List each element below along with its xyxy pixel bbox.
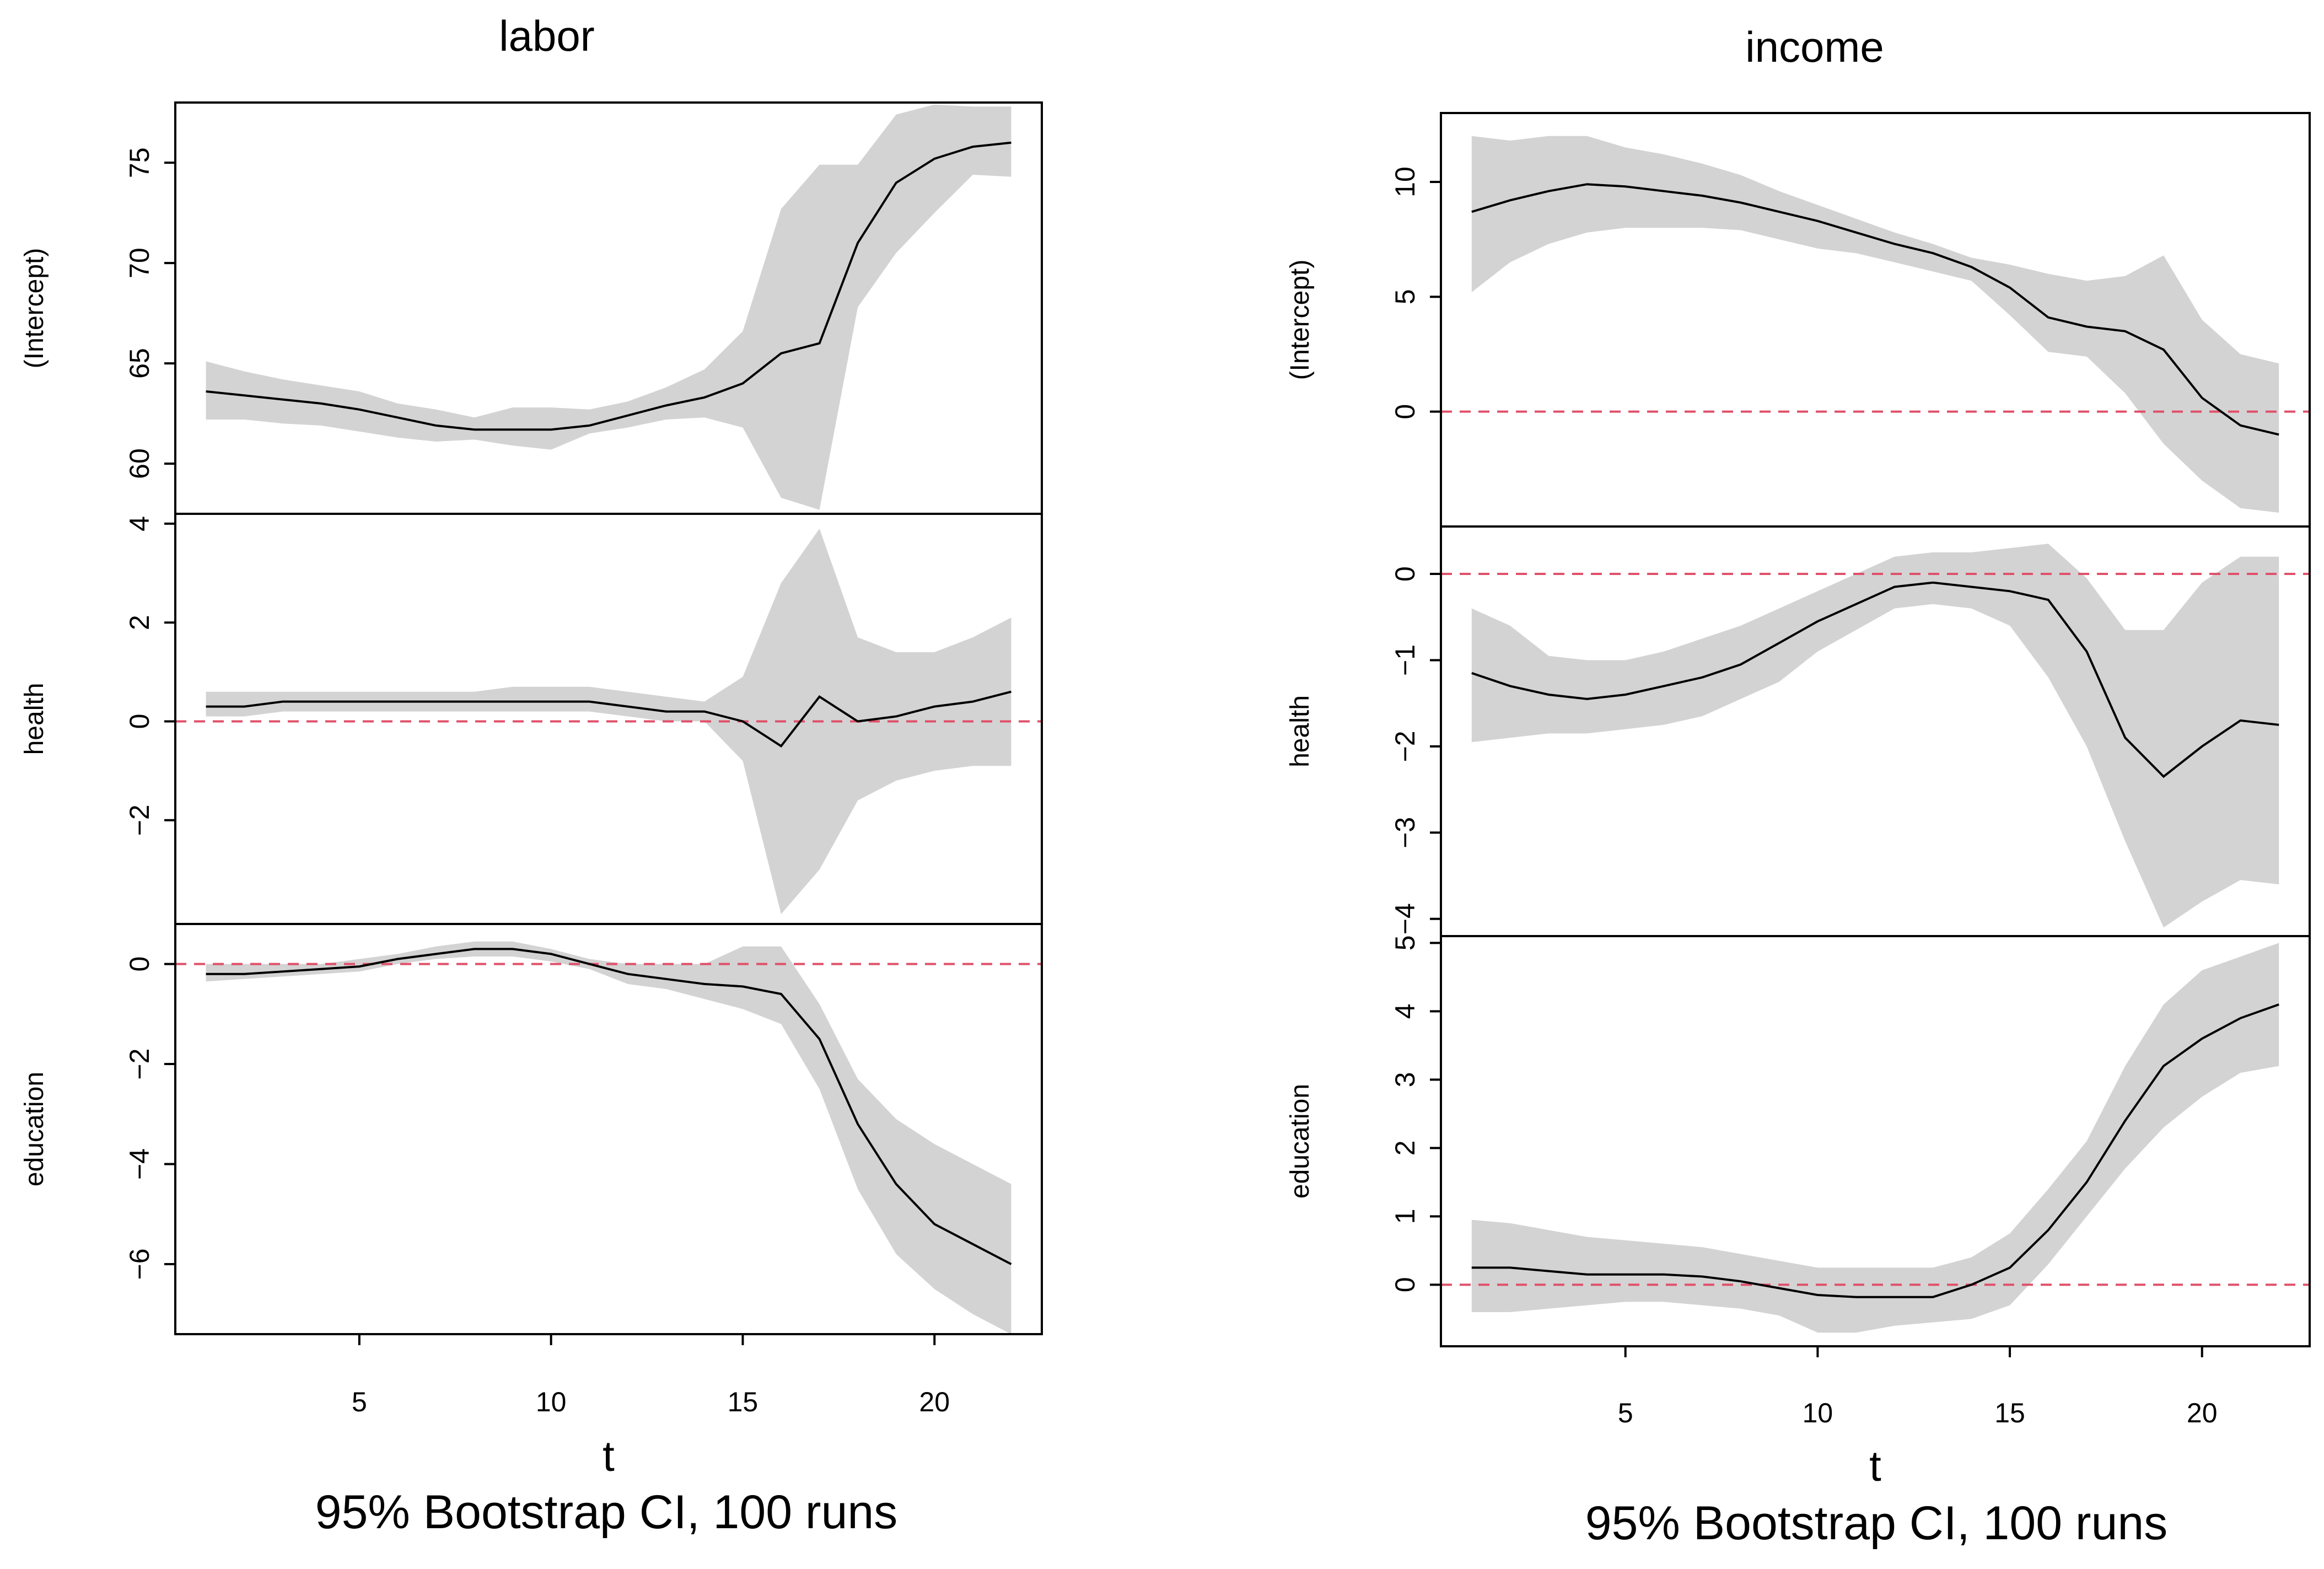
y-tick-label: −1 xyxy=(1390,644,1421,676)
y-tick-label: 4 xyxy=(124,516,155,531)
chart-subtitle: 95% Bootstrap CI, 100 runs xyxy=(315,1486,897,1539)
y-tick-label: −2 xyxy=(1390,730,1421,762)
panel-health: 0 −1 −2 −3 −4 health xyxy=(1285,525,2311,937)
x-axis-label: t xyxy=(602,1432,615,1480)
panel-intercept: 60 65 70 75 (Intercept) xyxy=(20,101,1043,515)
y-axis-label: (Intercept) xyxy=(1285,260,1315,380)
y-tick-label: 4 xyxy=(1390,1003,1421,1019)
confidence-band xyxy=(1471,136,2279,513)
chart-title: labor xyxy=(499,12,594,60)
y-tick-label: 0 xyxy=(1390,1277,1421,1292)
panel-frame xyxy=(174,923,1043,1335)
chart-title: income xyxy=(1745,23,1884,71)
panel-education: 0 −2 −4 −6 education xyxy=(20,923,1043,1335)
x-tick-label: 15 xyxy=(728,1387,758,1417)
y-tick-label: 2 xyxy=(1390,1140,1421,1156)
y-tick-label: 0 xyxy=(124,714,155,729)
x-tick-label: 10 xyxy=(1803,1398,1833,1428)
y-tick-label: 70 xyxy=(124,248,155,278)
y-tick-label: 75 xyxy=(124,147,155,178)
x-tick-label: 5 xyxy=(1618,1398,1633,1428)
estimate-line xyxy=(206,141,1012,431)
confidence-band xyxy=(1471,943,2279,1333)
y-tick-label: −4 xyxy=(1390,903,1421,934)
y-tick-label: 10 xyxy=(1390,166,1421,197)
y-tick-label: 5 xyxy=(1390,289,1421,304)
y-tick-label: 2 xyxy=(124,615,155,630)
y-tick-label: −2 xyxy=(124,804,155,836)
confidence-band xyxy=(1471,544,2279,928)
confidence-band xyxy=(206,528,1012,915)
y-tick-label: 3 xyxy=(1390,1072,1421,1087)
y-tick-label: −4 xyxy=(124,1148,155,1180)
chart-subtitle: 95% Bootstrap CI, 100 runs xyxy=(1585,1497,2167,1550)
y-axis-label: (Intercept) xyxy=(20,248,49,369)
y-axis-label: health xyxy=(1285,695,1315,767)
y-tick-label: 1 xyxy=(1390,1208,1421,1224)
estimate-line xyxy=(206,690,1012,748)
estimate-line xyxy=(206,948,1012,1265)
y-axis-label: education xyxy=(1285,1084,1315,1199)
panel-intercept: 10 5 0 (Intercept) xyxy=(1285,112,2311,528)
x-tick-label: 20 xyxy=(919,1387,950,1417)
y-tick-label: −3 xyxy=(1390,817,1421,848)
y-tick-label: −2 xyxy=(124,1049,155,1080)
x-tick-label: 15 xyxy=(1994,1398,2025,1428)
y-tick-label: 0 xyxy=(124,957,155,972)
estimate-line xyxy=(1471,581,2279,778)
income-figure: income1050(Intercept)0−1−2−3−4health5432… xyxy=(1285,23,2311,1550)
y-tick-label: 65 xyxy=(124,348,155,379)
estimate-line xyxy=(1471,1003,2279,1298)
y-axis-label: education xyxy=(20,1072,49,1186)
x-tick-label: 10 xyxy=(536,1387,567,1417)
panel-education: 5 4 3 2 1 0 education xyxy=(1285,935,2311,1347)
x-axis-label: t xyxy=(1869,1442,1881,1490)
labor-figure: labor60657075(Intercept)420−2health0−2−4… xyxy=(20,12,1043,1539)
x-tick-label: 20 xyxy=(2187,1398,2218,1428)
y-tick-label: 0 xyxy=(1390,404,1421,420)
y-tick-label: 60 xyxy=(124,448,155,479)
y-axis-label: health xyxy=(20,683,49,755)
estimate-line xyxy=(1471,183,2279,436)
panel-health: 4 2 0 −2 health xyxy=(20,513,1043,925)
y-tick-label: 0 xyxy=(1390,566,1421,582)
confidence-band xyxy=(206,941,1012,1334)
y-tick-label: 5 xyxy=(1390,935,1421,950)
panel-frame xyxy=(1440,935,2311,1347)
x-tick-label: 5 xyxy=(352,1387,367,1417)
y-tick-label: −6 xyxy=(124,1248,155,1280)
confidence-band xyxy=(206,104,1012,510)
